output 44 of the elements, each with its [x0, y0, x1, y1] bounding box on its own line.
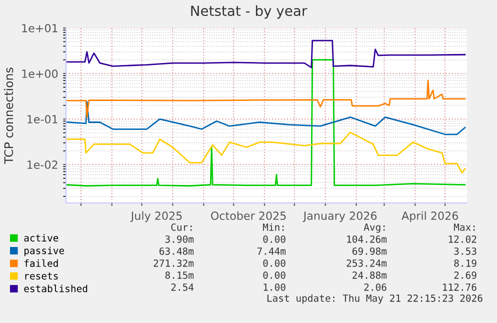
text: 8.15m [165, 271, 194, 279]
text: 253.24m [346, 259, 387, 267]
y-tick-label: 1e-01 [28, 115, 58, 124]
text: 3.90m [165, 235, 194, 243]
legend-label: failed [24, 259, 58, 267]
y-tick-label: 1e-02 [28, 160, 58, 169]
text: 69.98m [352, 247, 387, 255]
y-axis-title: TCP connections [4, 68, 14, 164]
line-series [66, 132, 466, 174]
text: 1.00 [264, 283, 286, 291]
text: Max: [454, 224, 475, 231]
text: Avg: [364, 224, 385, 233]
text: 112.76 [443, 283, 476, 291]
y-tick-label: 1e+00 [22, 69, 58, 78]
text: 24.88m [352, 271, 387, 279]
text: 2.54 [171, 283, 194, 291]
text: 12.02 [448, 235, 476, 243]
line-series [66, 40, 466, 68]
text: 0.00 [263, 259, 286, 267]
text: 271.32m [154, 259, 194, 267]
line-series [66, 101, 466, 136]
x-tick-label: October 2025 [211, 211, 286, 220]
legend-label: resets [25, 272, 58, 280]
text: 0.00 [263, 235, 286, 243]
text: 2.69 [454, 271, 476, 279]
text: 2.06 [364, 283, 386, 291]
legend-label: passive [24, 246, 64, 256]
x-tick-label: July 2025 [130, 211, 182, 222]
text: Min: [262, 223, 284, 231]
text: Last update: Thu May 21 22:15:23 2026 [267, 294, 482, 304]
text: 7.44m [257, 248, 286, 255]
text: 3.53 [454, 247, 476, 255]
x-tick-label: January 2026 [302, 212, 377, 222]
text: 8.19 [454, 259, 476, 267]
text: 63.48m [160, 247, 194, 255]
legend-label: active [24, 234, 58, 242]
x-tick-label: April 2026 [402, 211, 458, 222]
chart-title: Netstat - by year [191, 5, 308, 19]
y-tick-label: 1e+01 [22, 24, 58, 32]
text: Cur: [171, 223, 192, 231]
legend-label: established [24, 284, 88, 292]
line-series [66, 59, 466, 187]
text: 0.00 [263, 271, 286, 279]
text: 104.26m [347, 235, 387, 243]
